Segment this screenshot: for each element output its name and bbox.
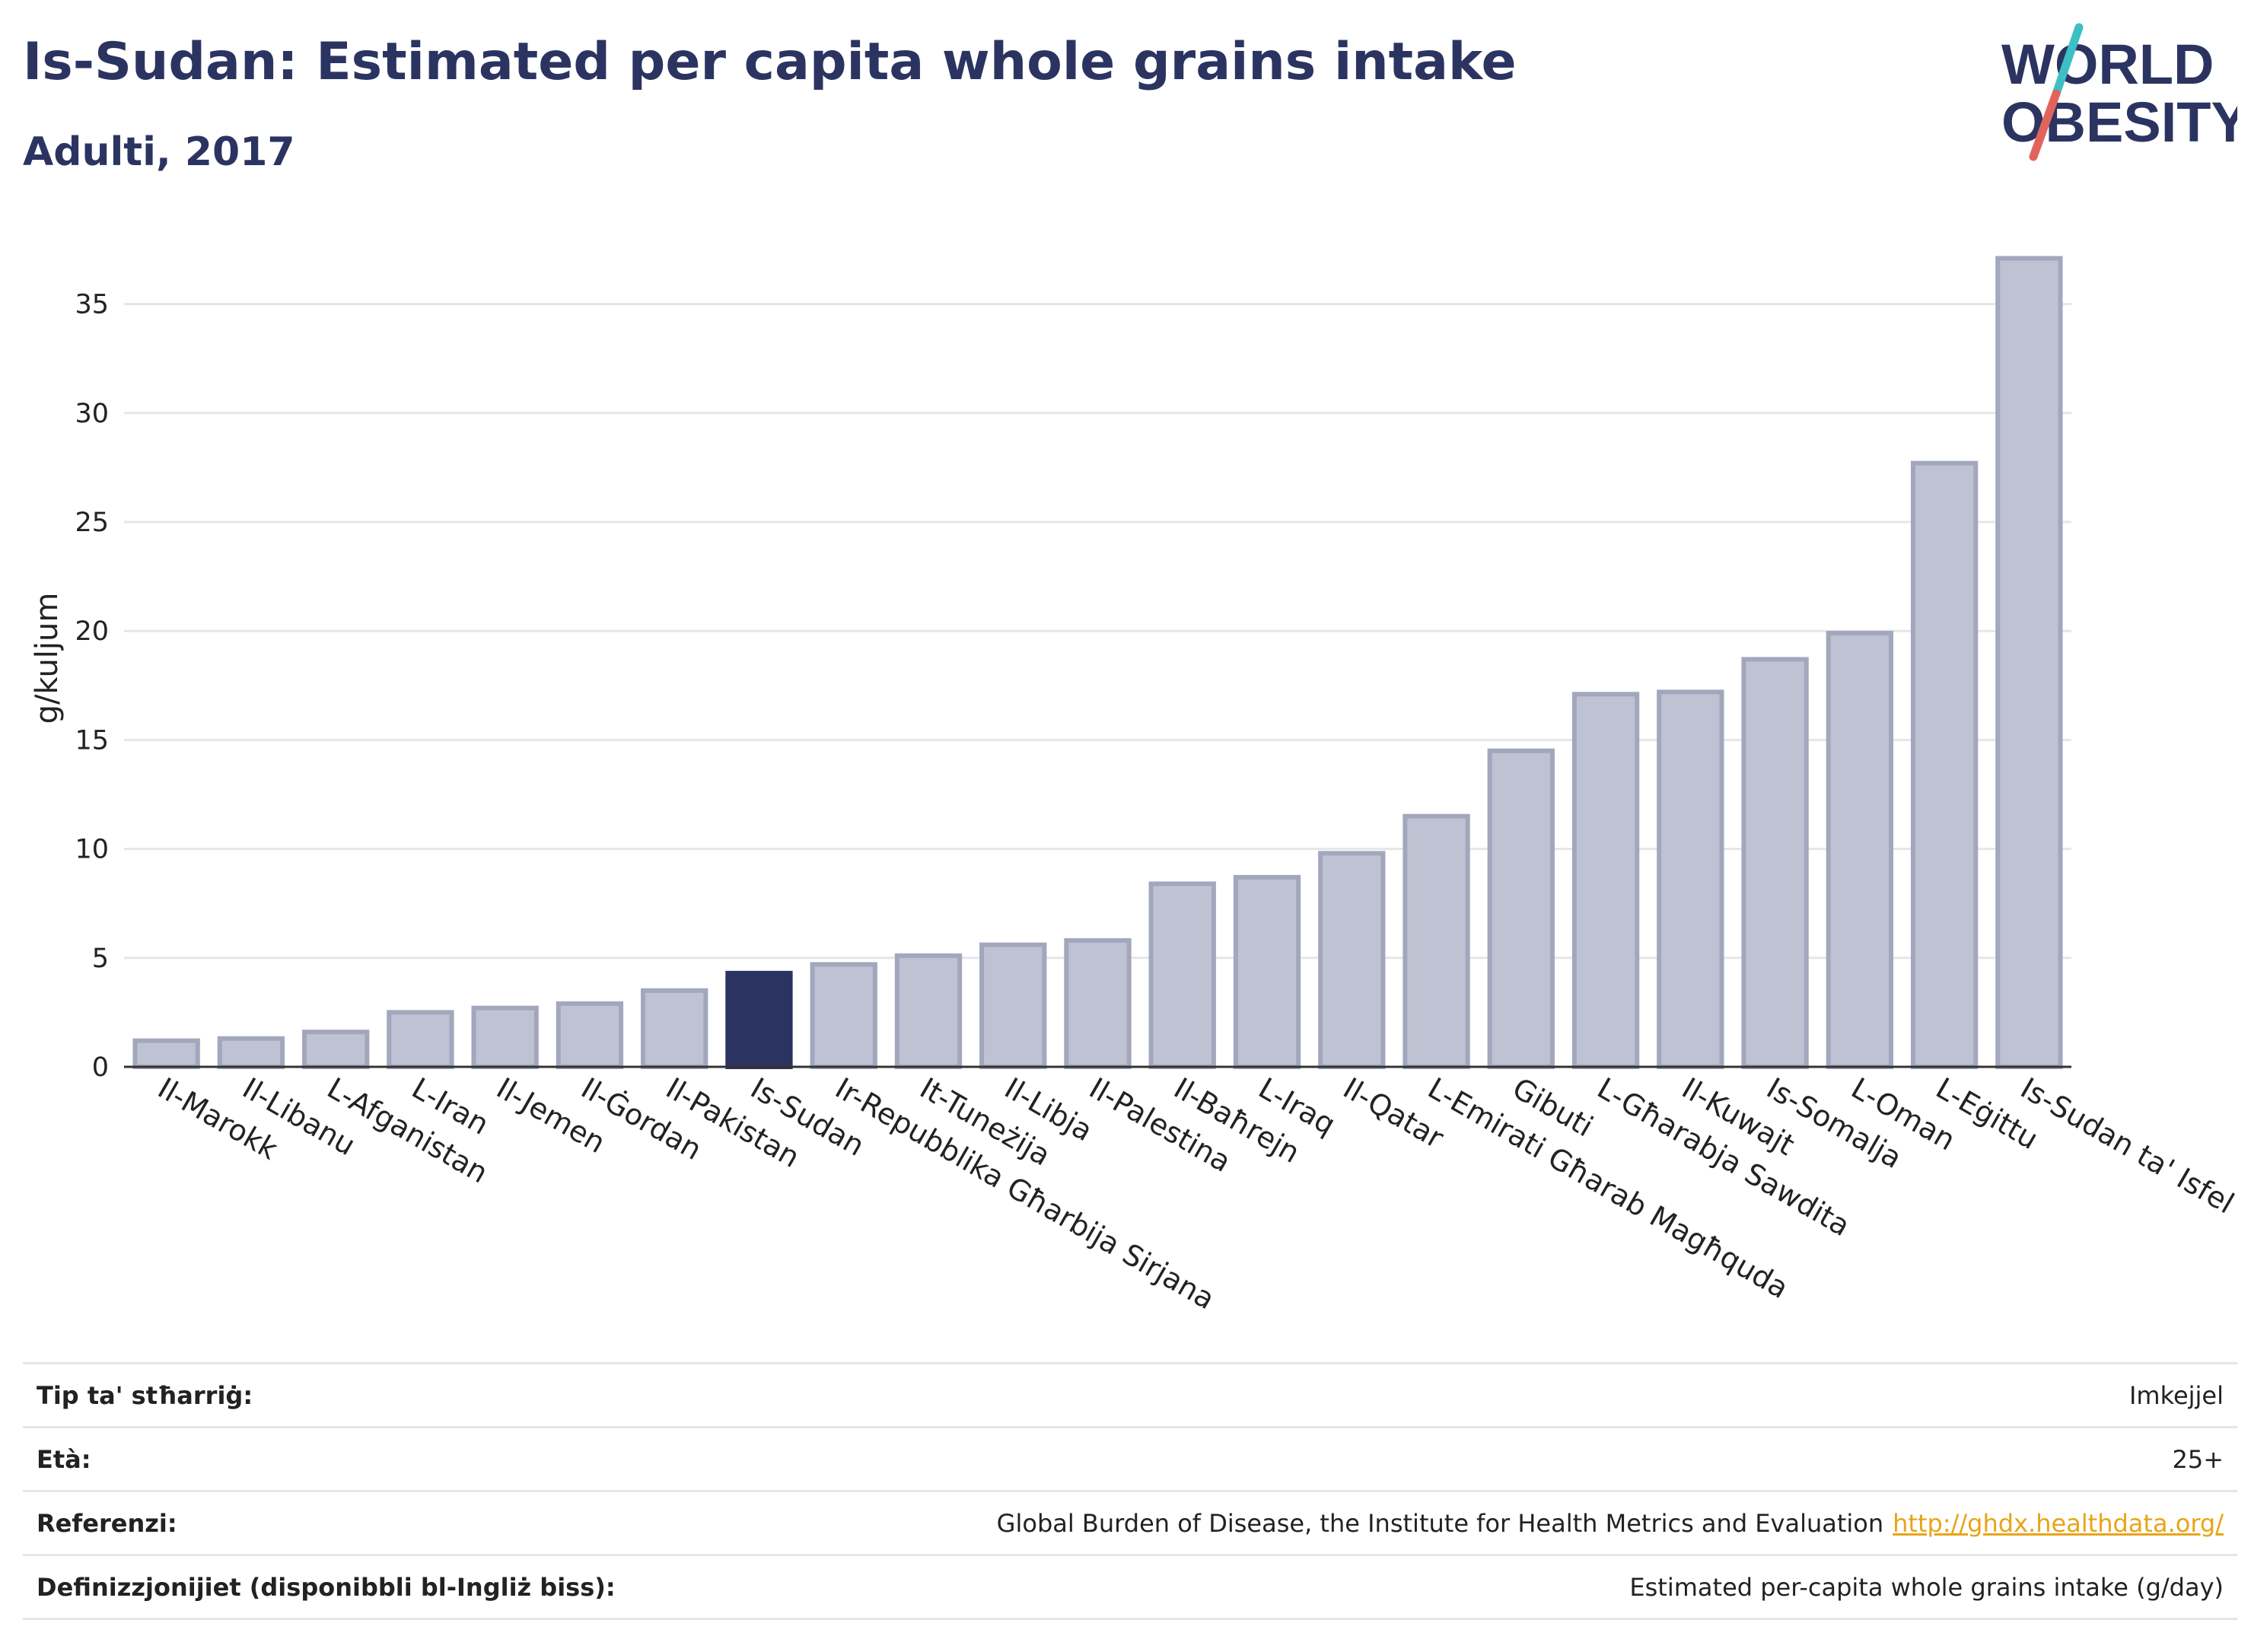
info-value: Imkejjel — [2129, 1381, 2237, 1410]
bar — [471, 1005, 539, 1069]
y-axis-label: g/kuljum — [30, 593, 65, 724]
y-tick-label: 10 — [75, 835, 109, 865]
info-row: Referenzi: Global Burden of Disease, the … — [23, 1490, 2237, 1554]
info-value: 25+ — [2172, 1445, 2237, 1474]
info-label: Tip ta' stħarriġ: — [37, 1380, 253, 1410]
logo-slash-coral — [2029, 89, 2061, 161]
bar — [979, 942, 1047, 1070]
info-value-text: 25+ — [2172, 1444, 2224, 1474]
bar — [1571, 692, 1640, 1069]
bar — [1402, 813, 1470, 1069]
bar — [1995, 256, 2063, 1069]
page-subtitle: Adulti, 2017 — [23, 129, 295, 175]
info-row: Tip ta' stħarriġ: Imkejjel — [23, 1362, 2237, 1426]
bar — [1064, 937, 1132, 1069]
y-tick-label: 25 — [75, 508, 109, 538]
x-tick-label: Is-Sudan ta' Isfel — [2015, 1071, 2240, 1221]
info-value: Estimated per-capita whole grains intake… — [1629, 1573, 2237, 1602]
info-row: Età: 25+ — [23, 1426, 2237, 1490]
bar — [1148, 881, 1216, 1070]
bar — [301, 1030, 370, 1070]
y-tick-label: 0 — [92, 1052, 109, 1083]
info-row: Definizzjonijiet (disponibbli bl-Ingliż … — [23, 1554, 2237, 1620]
y-tick-label: 15 — [75, 725, 109, 756]
bar — [1487, 748, 1555, 1069]
bar-chart: 05101520253035g/kuljumIl-MarokkIl-Libanu… — [30, 256, 2240, 1316]
bar — [1741, 657, 1809, 1069]
info-value-text: Estimated per-capita whole grains intake… — [1629, 1572, 2224, 1602]
info-value: Global Burden of Disease, the Institute … — [997, 1509, 2237, 1538]
bar-highlighted — [725, 970, 793, 1070]
bar — [641, 988, 708, 1070]
page-title: Is-Sudan: Estimated per capita whole gra… — [23, 32, 1517, 92]
info-value-text: Imkejjel — [2128, 1380, 2224, 1410]
y-tick-label: 5 — [92, 944, 109, 974]
logo-slash-teal — [2052, 23, 2084, 98]
bar — [810, 962, 877, 1069]
world-obesity-logo[interactable]: WORLD OBESITY — [1979, 21, 2237, 166]
info-label: Definizzjonijiet (disponibbli bl-Ingliż … — [37, 1572, 616, 1602]
bar — [1318, 851, 1386, 1069]
bar — [387, 1010, 454, 1070]
bar — [217, 1036, 285, 1069]
bar — [1910, 460, 1979, 1069]
info-label: Età: — [37, 1444, 91, 1474]
reference-link[interactable]: http://ghdx.healthdata.org/ — [1893, 1508, 2224, 1538]
bar — [894, 953, 963, 1069]
y-tick-label: 35 — [75, 290, 109, 320]
bar — [556, 1001, 624, 1069]
logo-text-world: WORLD — [2001, 33, 2214, 96]
info-table: Tip ta' stħarriġ: Imkejjel Età: 25+ Referenz… — [23, 1362, 2237, 1620]
bar — [1233, 874, 1301, 1069]
bar — [132, 1038, 200, 1069]
y-tick-label: 30 — [75, 399, 109, 429]
bar — [1826, 631, 1894, 1069]
y-tick-label: 20 — [75, 616, 109, 647]
bar — [1657, 689, 1724, 1070]
info-label: Referenzi: — [37, 1508, 177, 1538]
info-value-text: Global Burden of Disease, the Institute … — [996, 1508, 1884, 1538]
